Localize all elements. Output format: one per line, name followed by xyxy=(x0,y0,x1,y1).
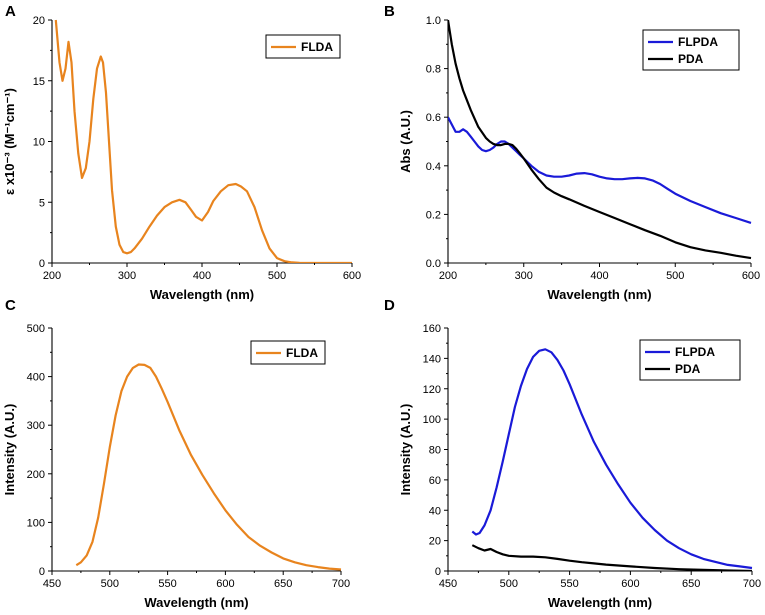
panel-letter-a: A xyxy=(5,3,16,20)
legend-label-d-pda: PDA xyxy=(675,362,701,376)
chart-panel-c: 450 500 550 600 650 700 0 100 200 300 400 500 Wavele… xyxy=(2,323,350,610)
legend-b: FLPDA PDA xyxy=(642,29,740,71)
chart-panel-b: 200 300 400 500 600 0.0 0.2 0.4 0.6 0.8 1.0 Wavelen… xyxy=(398,15,760,302)
y-tick-label-d: 120 xyxy=(423,384,441,396)
legend-d: FLPDA PDA xyxy=(639,339,741,381)
x-tick-label-d: 550 xyxy=(560,578,578,590)
y-tick-label-b: 0.6 xyxy=(426,112,441,124)
x-axis-title-b: Wavelength (nm) xyxy=(547,287,651,302)
y-tick-label-b: 0.0 xyxy=(426,258,441,270)
y-tick-label-d: 60 xyxy=(429,475,441,487)
y-axis-title-b: Abs (A.U.) xyxy=(398,110,413,173)
y-tick-label-d: 100 xyxy=(423,414,441,426)
y-tick-label-c: 0 xyxy=(39,566,45,578)
y-tick-label-a: 10 xyxy=(33,137,45,149)
legend-box-b xyxy=(642,29,740,71)
x-tick-label-a: 600 xyxy=(343,270,361,282)
x-tick-label-a: 400 xyxy=(193,270,211,282)
y-tick-label-d: 140 xyxy=(423,353,441,365)
legend-box-a xyxy=(265,34,341,59)
legend-label-c-flda: FLDA xyxy=(286,346,318,360)
series-line-d-flpda xyxy=(471,348,753,570)
y-tick-label-a: 20 xyxy=(33,15,45,27)
y-tick-label-c: 300 xyxy=(27,420,45,432)
y-tick-label-b: 0.2 xyxy=(426,209,441,221)
legend-label-b-flpda: FLPDA xyxy=(678,35,718,49)
y-tick-label-b: 0.4 xyxy=(426,161,441,173)
x-tick-label-d: 600 xyxy=(621,578,639,590)
y-tick-label-a: 5 xyxy=(39,197,45,209)
x-tick-label-b: 400 xyxy=(590,270,608,282)
y-tick-label-c: 100 xyxy=(27,517,45,529)
y-axis-title-c: Intensity (A.U.) xyxy=(2,404,17,496)
y-tick-label-d: 160 xyxy=(423,323,441,335)
series-line-b-flpda xyxy=(448,116,752,224)
y-tick-label-d: 0 xyxy=(435,566,441,578)
x-tick-label-b: 600 xyxy=(742,270,760,282)
chart-panel-a: 200 300 400 500 600 0 5 10 15 20 Wavelength (nm) ε … xyxy=(2,15,361,302)
x-tick-label-b: 500 xyxy=(666,270,684,282)
x-axis-title-d: Wavelength (nm) xyxy=(548,595,652,610)
x-tick-label-d: 450 xyxy=(439,578,457,590)
x-tick-label-c: 500 xyxy=(101,578,119,590)
y-tick-label-a: 15 xyxy=(33,76,45,88)
legend-c: FLDA xyxy=(250,340,326,365)
legend-box-d xyxy=(639,339,741,381)
x-axis-title-c: Wavelength (nm) xyxy=(144,595,248,610)
x-tick-label-c: 600 xyxy=(216,578,234,590)
x-tick-label-c: 650 xyxy=(274,578,292,590)
x-tick-label-d: 650 xyxy=(682,578,700,590)
legend-a: FLDA xyxy=(265,34,341,59)
y-tick-label-d: 20 xyxy=(429,536,441,548)
series-line-a-flda xyxy=(54,19,352,263)
chart-panel-d: 450 500 550 600 650 700 0 20 40 60 80 100 120 140 160 W… xyxy=(398,323,761,610)
y-tick-label-d: 80 xyxy=(429,445,441,457)
x-tick-label-d: 700 xyxy=(743,578,761,590)
x-axis-title-a: Wavelength (nm) xyxy=(150,287,254,302)
series-line-b-pda xyxy=(448,19,752,260)
y-tick-label-a: 0 xyxy=(39,258,45,270)
x-tick-label-b: 200 xyxy=(439,270,457,282)
y-axis-title-d: Intensity (A.U.) xyxy=(398,404,413,496)
series-line-d-pda xyxy=(471,544,753,571)
panel-letter-c: C xyxy=(5,297,16,314)
x-tick-label-b: 300 xyxy=(515,270,533,282)
y-tick-label-b: 0.8 xyxy=(426,64,441,76)
y-tick-label-b: 1.0 xyxy=(426,15,441,27)
legend-label-b-pda: PDA xyxy=(678,52,704,66)
panel-letter-d: D xyxy=(384,297,395,314)
x-tick-label-d: 500 xyxy=(500,578,518,590)
panel-letter-b: B xyxy=(384,3,395,20)
legend-box-c xyxy=(250,340,326,365)
x-tick-label-c: 450 xyxy=(43,578,61,590)
legend-label-a-flda: FLDA xyxy=(301,40,333,54)
x-tick-label-a: 300 xyxy=(118,270,136,282)
y-tick-label-c: 200 xyxy=(27,469,45,481)
x-tick-label-c: 550 xyxy=(158,578,176,590)
y-tick-label-c: 500 xyxy=(27,323,45,335)
x-tick-label-a: 500 xyxy=(268,270,286,282)
y-tick-label-c: 400 xyxy=(27,372,45,384)
y-axis-title-a: ε x10⁻³ (M⁻¹cm⁻¹) xyxy=(2,88,17,195)
x-tick-label-c: 700 xyxy=(332,578,350,590)
y-tick-label-d: 40 xyxy=(429,505,441,517)
series-line-c-flda xyxy=(75,363,342,571)
x-tick-label-a: 200 xyxy=(43,270,61,282)
legend-label-d-flpda: FLPDA xyxy=(675,345,715,359)
